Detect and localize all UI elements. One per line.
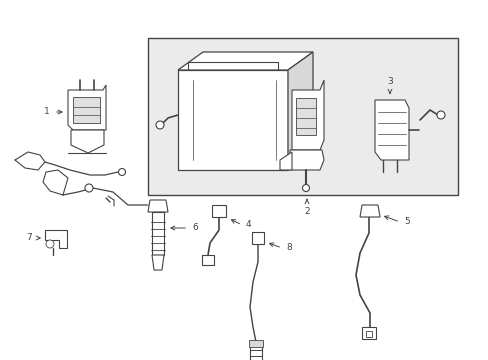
Polygon shape [152,212,163,255]
Bar [365,331,371,337]
Text: 3: 3 [386,77,392,86]
Polygon shape [178,52,312,70]
Polygon shape [148,200,168,212]
Circle shape [436,111,444,119]
Polygon shape [359,205,379,217]
Circle shape [118,168,125,175]
Polygon shape [45,230,67,248]
Text: 6: 6 [192,224,197,233]
Polygon shape [68,85,106,130]
Text: 4: 4 [245,220,251,230]
Text: 1: 1 [44,108,50,117]
Text: 8: 8 [285,243,291,252]
Polygon shape [248,340,263,347]
Circle shape [46,240,54,248]
Text: 5: 5 [403,217,409,226]
Polygon shape [152,255,163,270]
Polygon shape [212,205,225,217]
Polygon shape [280,152,291,170]
Polygon shape [202,255,214,265]
Polygon shape [361,327,375,339]
Text: 2: 2 [304,207,309,216]
Text: 7: 7 [26,234,32,243]
Polygon shape [374,100,408,160]
Polygon shape [295,98,315,135]
Polygon shape [289,150,324,170]
Polygon shape [73,97,100,123]
Polygon shape [251,232,264,244]
Polygon shape [71,130,104,153]
Circle shape [302,184,309,192]
Circle shape [85,184,93,192]
Bar [148,38,457,195]
Polygon shape [291,80,324,150]
Polygon shape [178,70,287,170]
Circle shape [156,121,163,129]
Polygon shape [287,52,312,170]
